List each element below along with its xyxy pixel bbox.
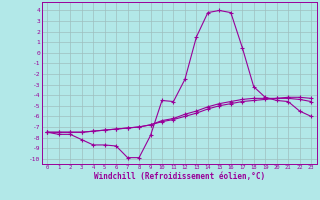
X-axis label: Windchill (Refroidissement éolien,°C): Windchill (Refroidissement éolien,°C) [94,172,265,181]
